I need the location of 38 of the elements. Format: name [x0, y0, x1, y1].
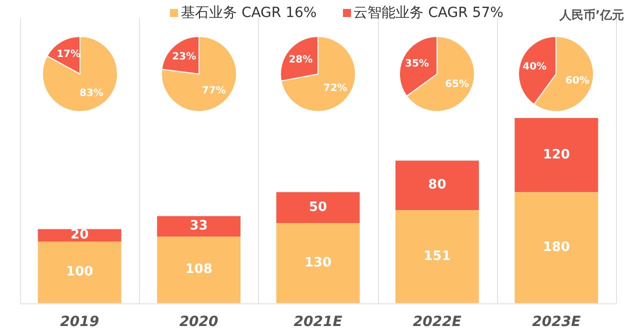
- data-label: 35%: [405, 58, 430, 70]
- data-label: 50: [308, 200, 328, 215]
- x-tick-label: 2021E: [294, 314, 343, 330]
- data-label: 108: [185, 262, 212, 278]
- data-label: 17%: [56, 49, 80, 60]
- bar: [38, 241, 122, 304]
- data-label: 80: [428, 178, 446, 193]
- data-label: 23%: [172, 52, 196, 63]
- bar: [38, 229, 122, 242]
- x-tick-label: 2020: [179, 314, 219, 330]
- data-label: 130: [304, 255, 332, 270]
- data-label: 65%: [445, 78, 470, 90]
- x-tick-label: 2019: [60, 314, 100, 330]
- data-label: 20: [70, 228, 89, 243]
- bar: [276, 192, 360, 223]
- data-label: 40%: [523, 62, 547, 73]
- bar: [395, 210, 479, 304]
- text: 人民币’亿元: [559, 7, 624, 24]
- bar: [157, 236, 241, 304]
- x-tick-label: 2023E: [532, 314, 582, 330]
- data-label: 77%: [202, 85, 226, 96]
- data-label: 28%: [288, 54, 313, 66]
- data-label: 72%: [323, 82, 348, 94]
- legend-label: 云智能业务 CAGR 57%: [354, 5, 504, 21]
- bar: [157, 216, 241, 237]
- bar: [514, 192, 598, 304]
- data-label: 83%: [79, 88, 104, 99]
- data-label: 180: [542, 240, 570, 256]
- data-label: 100: [66, 264, 94, 280]
- data-label: 33: [190, 218, 208, 234]
- x-tick-label: 2022E: [412, 314, 462, 330]
- data-label: 60%: [566, 76, 590, 87]
- bar: [395, 160, 479, 210]
- data-label: 120: [542, 147, 570, 162]
- bar: [276, 222, 360, 304]
- legend-label: 基石业务 CAGR 16%: [181, 5, 317, 21]
- bar: [514, 118, 598, 192]
- data-label: 151: [424, 248, 451, 264]
